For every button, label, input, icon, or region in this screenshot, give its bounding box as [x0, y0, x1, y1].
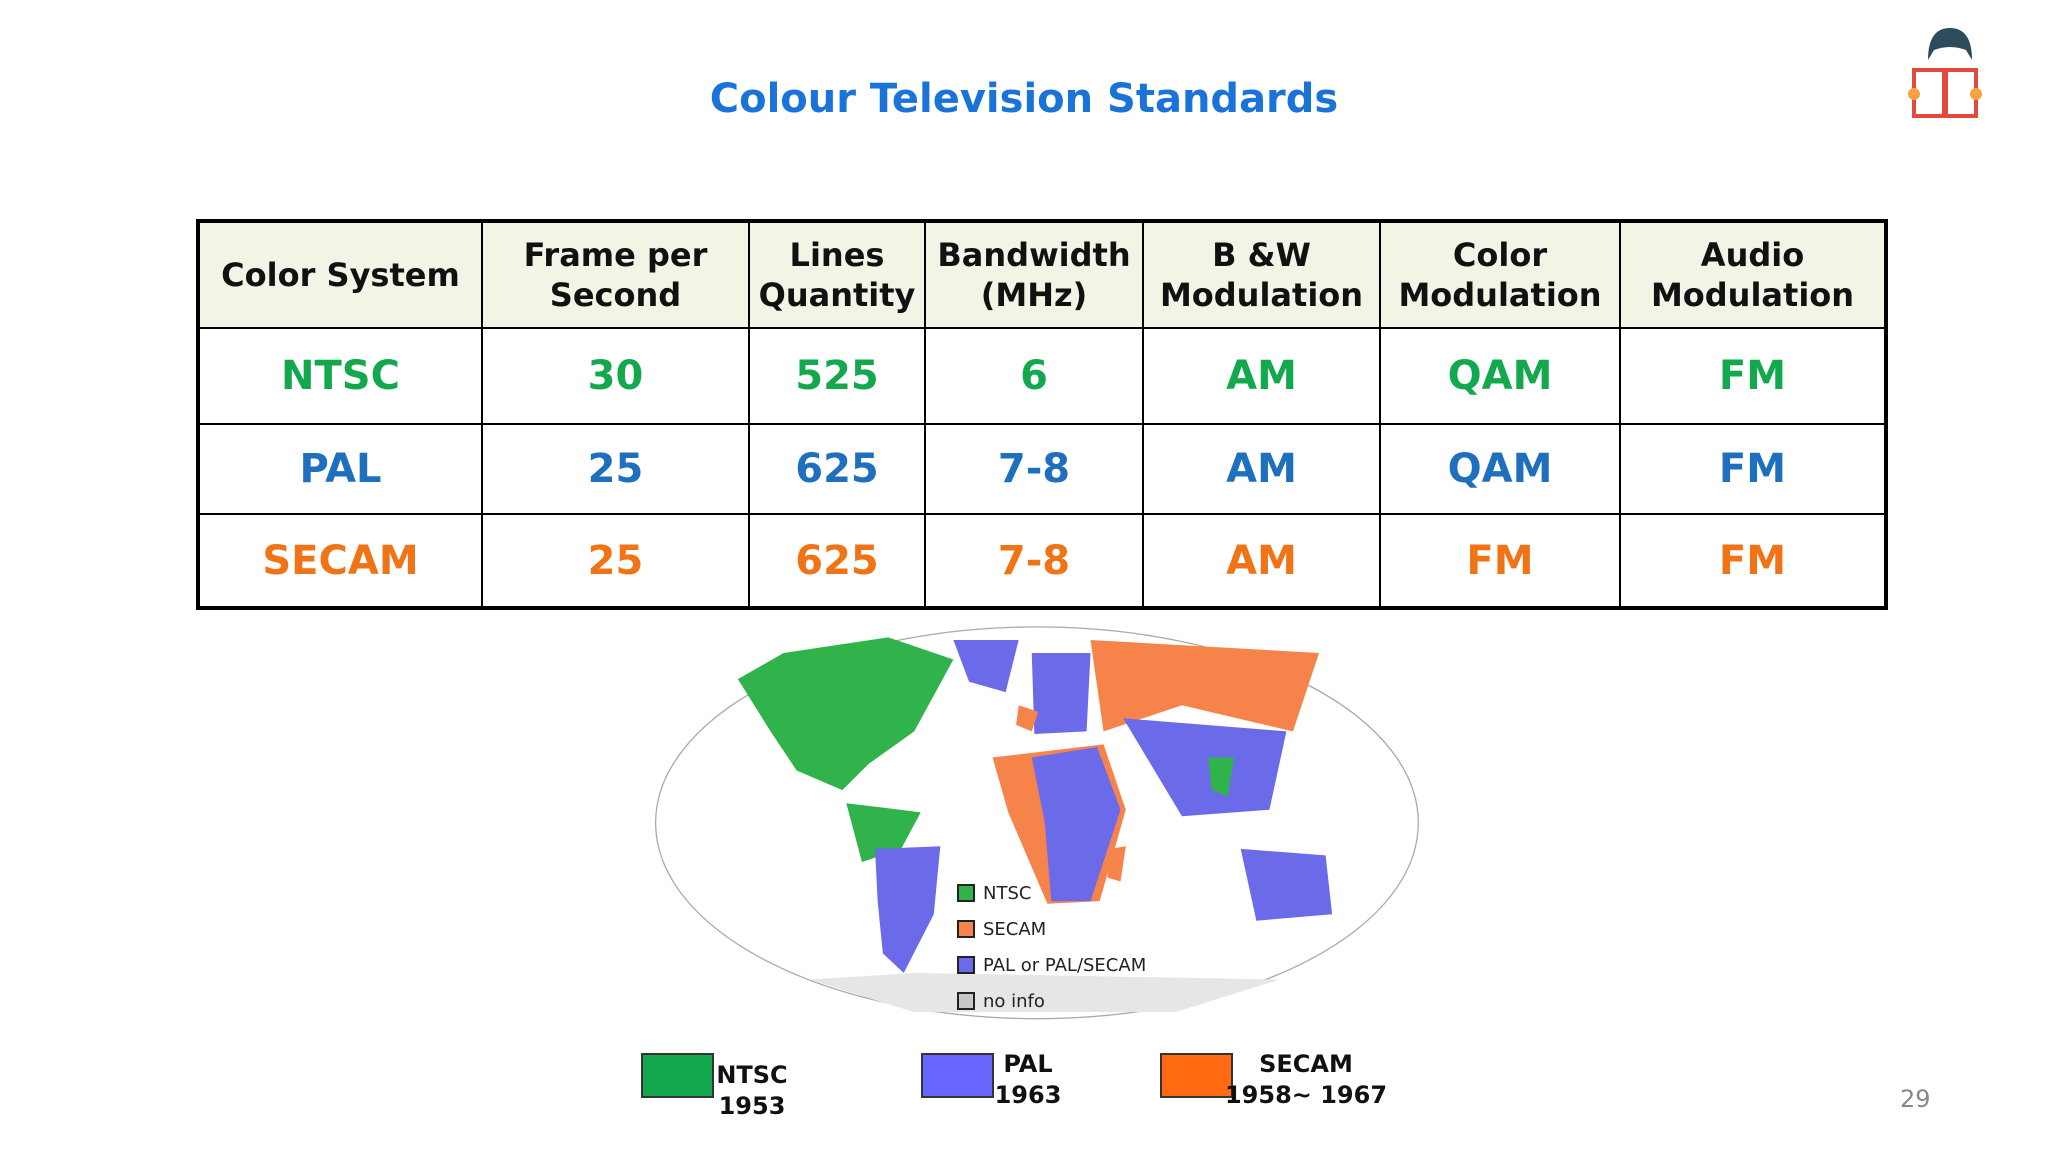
data-cell: 625 — [748, 513, 926, 609]
data-cell: AM — [1142, 423, 1381, 515]
header-line: Second — [549, 276, 682, 314]
legend-text: SECAM 1958~ 1967 — [1206, 1049, 1406, 1111]
data-cell: 25 — [481, 513, 750, 609]
header-cell: Audio Modulation — [1619, 220, 1887, 329]
legend-text: PAL 1963 — [928, 1049, 1128, 1111]
legend-swatch — [1160, 1053, 1233, 1098]
data-row: NTSC 30 525 6 AM QAM FM — [197, 327, 1887, 425]
header-line: Bandwidth — [937, 236, 1131, 274]
map-legend-label: NTSC — [983, 883, 1031, 904]
legend-line: NTSC — [716, 1061, 788, 1089]
legend-text: NTSC 1953 — [652, 1060, 852, 1122]
header-cell: Bandwidth (MHz) — [924, 220, 1144, 329]
header-line: Modulation — [1159, 276, 1364, 314]
map-legend-label: SECAM — [983, 919, 1046, 940]
data-cell: 7-8 — [924, 513, 1144, 609]
map-legend-swatch — [957, 884, 975, 902]
data-cell: 525 — [748, 327, 926, 425]
header-line: Quantity — [758, 276, 916, 314]
header-line: Audio — [1700, 236, 1805, 274]
data-cell: FM — [1619, 423, 1887, 515]
legend-line: 1963 — [994, 1081, 1062, 1109]
legend-line: 1953 — [718, 1092, 786, 1120]
map-legend-swatch — [957, 992, 975, 1010]
page-number: 29 — [1900, 1085, 1931, 1113]
header-line: (MHz) — [980, 276, 1088, 314]
map-legend-label: PAL or PAL/SECAM — [983, 955, 1146, 976]
data-cell: 30 — [481, 327, 750, 425]
data-row: SECAM 25 625 7-8 AM FM FM — [197, 513, 1887, 609]
header-line: Modulation — [1650, 276, 1855, 314]
legend-swatch — [921, 1053, 994, 1098]
data-cell: FM — [1619, 513, 1887, 609]
data-cell: AM — [1142, 327, 1381, 425]
data-cell: FM — [1619, 327, 1887, 425]
standards-table: Color System Frame per Second Lines Quantity… — [196, 219, 1888, 610]
header-line: Frame per — [523, 236, 708, 274]
map-legend-label: no info — [983, 991, 1045, 1012]
header-line: B &W — [1212, 236, 1311, 274]
data-cell: NTSC — [197, 327, 483, 425]
header-row: Color System Frame per Second Lines Quantity… — [197, 220, 1887, 329]
data-cell: QAM — [1379, 327, 1621, 425]
data-cell: 25 — [481, 423, 750, 515]
legend-swatch — [641, 1053, 714, 1098]
data-cell: 7-8 — [924, 423, 1144, 515]
legend-line: SECAM — [1259, 1050, 1353, 1078]
header-cell: Lines Quantity — [748, 220, 926, 329]
header-line: Modulation — [1398, 276, 1602, 314]
data-cell: PAL — [197, 423, 483, 515]
header-cell: Color Modulation — [1379, 220, 1621, 329]
header-line: Lines — [789, 236, 885, 274]
legend-line: PAL — [1003, 1050, 1053, 1078]
header-cell: B &W Modulation — [1142, 220, 1381, 329]
slide-title: Colour Television Standards — [709, 76, 1339, 122]
header-line: Color — [1452, 236, 1548, 274]
logo — [1908, 28, 1982, 118]
data-cell: SECAM — [197, 513, 483, 609]
map-legend-swatch — [957, 920, 975, 938]
map-legend-swatch — [957, 956, 975, 974]
header-cell: Frame per Second — [481, 220, 750, 329]
data-cell: 6 — [924, 327, 1144, 425]
data-cell: 625 — [748, 423, 926, 515]
header-line: Color System — [221, 256, 460, 294]
data-cell: QAM — [1379, 423, 1621, 515]
data-cell: FM — [1379, 513, 1621, 609]
header-cell: Color System — [197, 220, 483, 329]
data-row: PAL 25 625 7-8 AM QAM FM — [197, 423, 1887, 515]
data-cell: AM — [1142, 513, 1381, 609]
legend-line: 1958~ 1967 — [1224, 1081, 1388, 1109]
